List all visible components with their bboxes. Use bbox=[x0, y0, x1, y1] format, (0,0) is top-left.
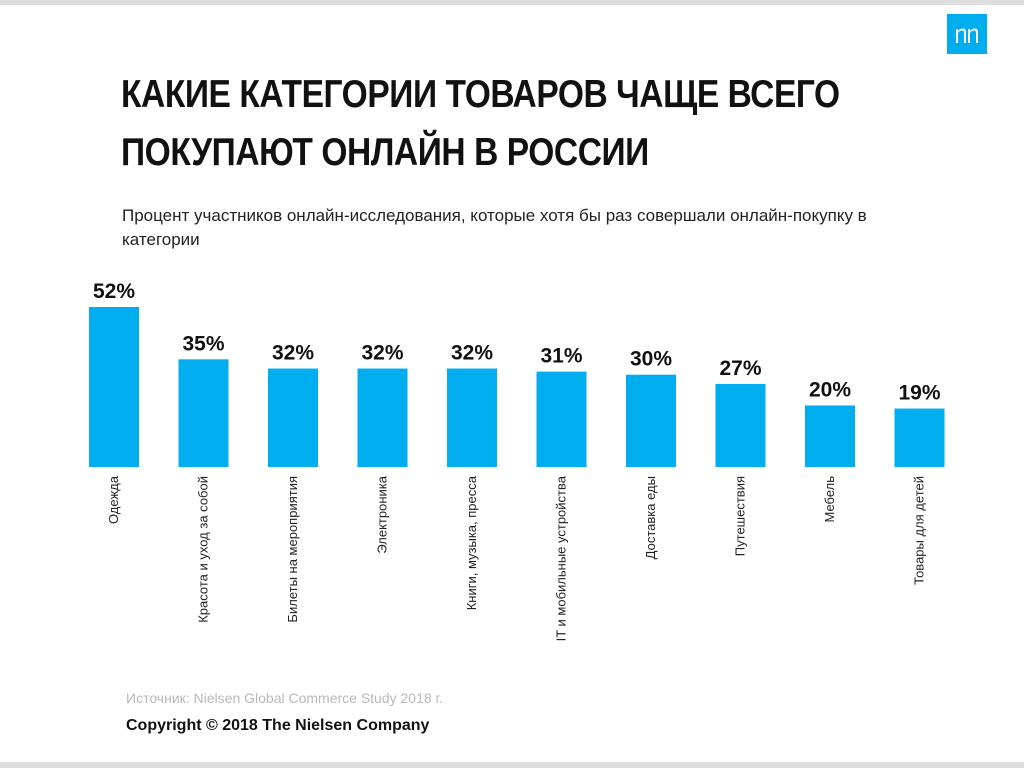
bar bbox=[89, 307, 139, 467]
value-label: 20% bbox=[809, 378, 851, 401]
value-label: 31% bbox=[540, 345, 582, 368]
category-label: Билеты на мероприятия bbox=[285, 476, 300, 623]
bar bbox=[894, 408, 945, 467]
value-label: 35% bbox=[182, 332, 224, 355]
value-label: 19% bbox=[898, 382, 940, 405]
nielsen-logo-icon bbox=[947, 14, 987, 54]
category-label: Товары для детей bbox=[912, 476, 927, 585]
value-label: 30% bbox=[630, 348, 672, 371]
value-label: 32% bbox=[361, 342, 403, 365]
bar-chart: 52% Одежда 35% Красота и уход за собой 32% Би… bbox=[89, 280, 945, 641]
nielsen-logo-glyph bbox=[956, 28, 978, 43]
category-label: Одежда bbox=[106, 475, 121, 524]
bar bbox=[805, 405, 855, 467]
category-label: IT и мобильные устройства bbox=[554, 475, 569, 641]
value-label: 32% bbox=[451, 342, 493, 365]
copyright-note: Copyright © 2018 The Nielsen Company bbox=[126, 717, 430, 734]
category-label: Электроника bbox=[375, 475, 390, 553]
top-frame-bar bbox=[0, 0, 1024, 5]
category-label: Путешествия bbox=[733, 476, 748, 556]
value-label: 52% bbox=[93, 280, 135, 303]
value-label: 32% bbox=[272, 342, 314, 365]
bar bbox=[447, 368, 497, 467]
category-label: Красота и уход за собой bbox=[196, 476, 211, 623]
bar bbox=[715, 383, 766, 467]
bar bbox=[626, 374, 676, 467]
category-label: Книги, музыка, пресса bbox=[464, 475, 479, 610]
bar bbox=[357, 368, 408, 467]
source-note: Источник: Nielsen Global Commerce Study … bbox=[126, 690, 443, 706]
bottom-frame-bar bbox=[0, 762, 1024, 768]
chart-subtitle: Процент участников онлайн-исследования, … bbox=[122, 206, 867, 249]
bar bbox=[178, 359, 229, 467]
value-label: 27% bbox=[719, 357, 761, 380]
page-title: Какие категории товаров чаще всего покуп… bbox=[121, 73, 840, 174]
category-label: Мебель bbox=[822, 476, 837, 523]
bar bbox=[536, 371, 587, 467]
category-label: Доставка еды bbox=[643, 476, 658, 559]
bar bbox=[268, 368, 318, 467]
